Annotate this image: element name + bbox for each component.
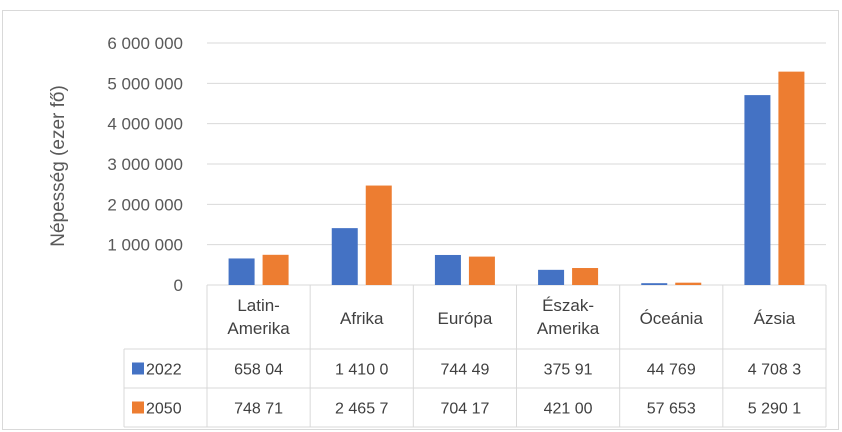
bar-2022 — [538, 269, 565, 285]
table-value: 658 04 — [234, 362, 283, 379]
category-label: Latin- — [237, 296, 280, 315]
category-label: Óceánia — [640, 309, 704, 328]
legend-key-2050 — [132, 401, 144, 414]
bar-2050 — [778, 71, 805, 286]
bar-2022 — [228, 258, 255, 285]
table-value: 5 290 1 — [748, 401, 801, 418]
table-value: 1 410 0 — [335, 362, 388, 379]
bar-2050 — [468, 256, 495, 285]
bar-2022 — [744, 95, 771, 285]
bar-2022 — [331, 228, 358, 285]
bar-2022 — [641, 283, 668, 285]
y-tick-label: 0 — [174, 276, 183, 295]
legend-key-2022 — [132, 362, 144, 375]
table-value: 704 17 — [440, 401, 489, 418]
bars — [228, 71, 805, 286]
bar-2050 — [572, 268, 599, 285]
table-value: 57 653 — [647, 401, 696, 418]
y-tick-label: 6 000 000 — [107, 34, 183, 53]
category-label: Ázsia — [754, 309, 796, 328]
table-value: 44 769 — [647, 362, 696, 379]
y-axis-label: Népesség (ezer fő) — [48, 85, 69, 247]
table-value: 421 00 — [544, 401, 593, 418]
y-tick-label: 5 000 000 — [107, 74, 183, 93]
bar-2050 — [365, 185, 392, 285]
category-label: Amerika — [227, 319, 290, 338]
table-value: 375 91 — [544, 362, 593, 379]
category-label: Európa — [438, 309, 493, 328]
category-label: Észak- — [542, 296, 594, 315]
y-tick-label: 3 000 000 — [107, 155, 183, 174]
y-tick-label: 2 000 000 — [107, 195, 183, 214]
gridlines — [207, 42, 826, 286]
table-value: 4 708 3 — [748, 362, 801, 379]
y-axis-ticks: 0 1 000 000 2 000 000 3 000 000 4 000 000 5 0… — [107, 34, 183, 295]
category-label: Amerika — [537, 319, 600, 338]
bar-2050 — [262, 254, 289, 285]
bar-2050 — [675, 282, 702, 285]
y-tick-label: 4 000 000 — [107, 115, 183, 134]
category-label: Afrika — [340, 309, 384, 328]
bar-2022 — [434, 254, 461, 285]
y-tick-label: 1 000 000 — [107, 236, 183, 255]
chart-frame — [2, 10, 839, 430]
legend-label: 2050 — [146, 401, 182, 418]
table-value: 2 465 7 — [335, 401, 388, 418]
legend-label: 2022 — [146, 362, 182, 379]
table-value: 744 49 — [440, 362, 489, 379]
data-table: Latin- Amerika Afrika Európa Észak- Amerika Óc… — [123, 285, 827, 428]
table-value: 748 71 — [234, 401, 283, 418]
